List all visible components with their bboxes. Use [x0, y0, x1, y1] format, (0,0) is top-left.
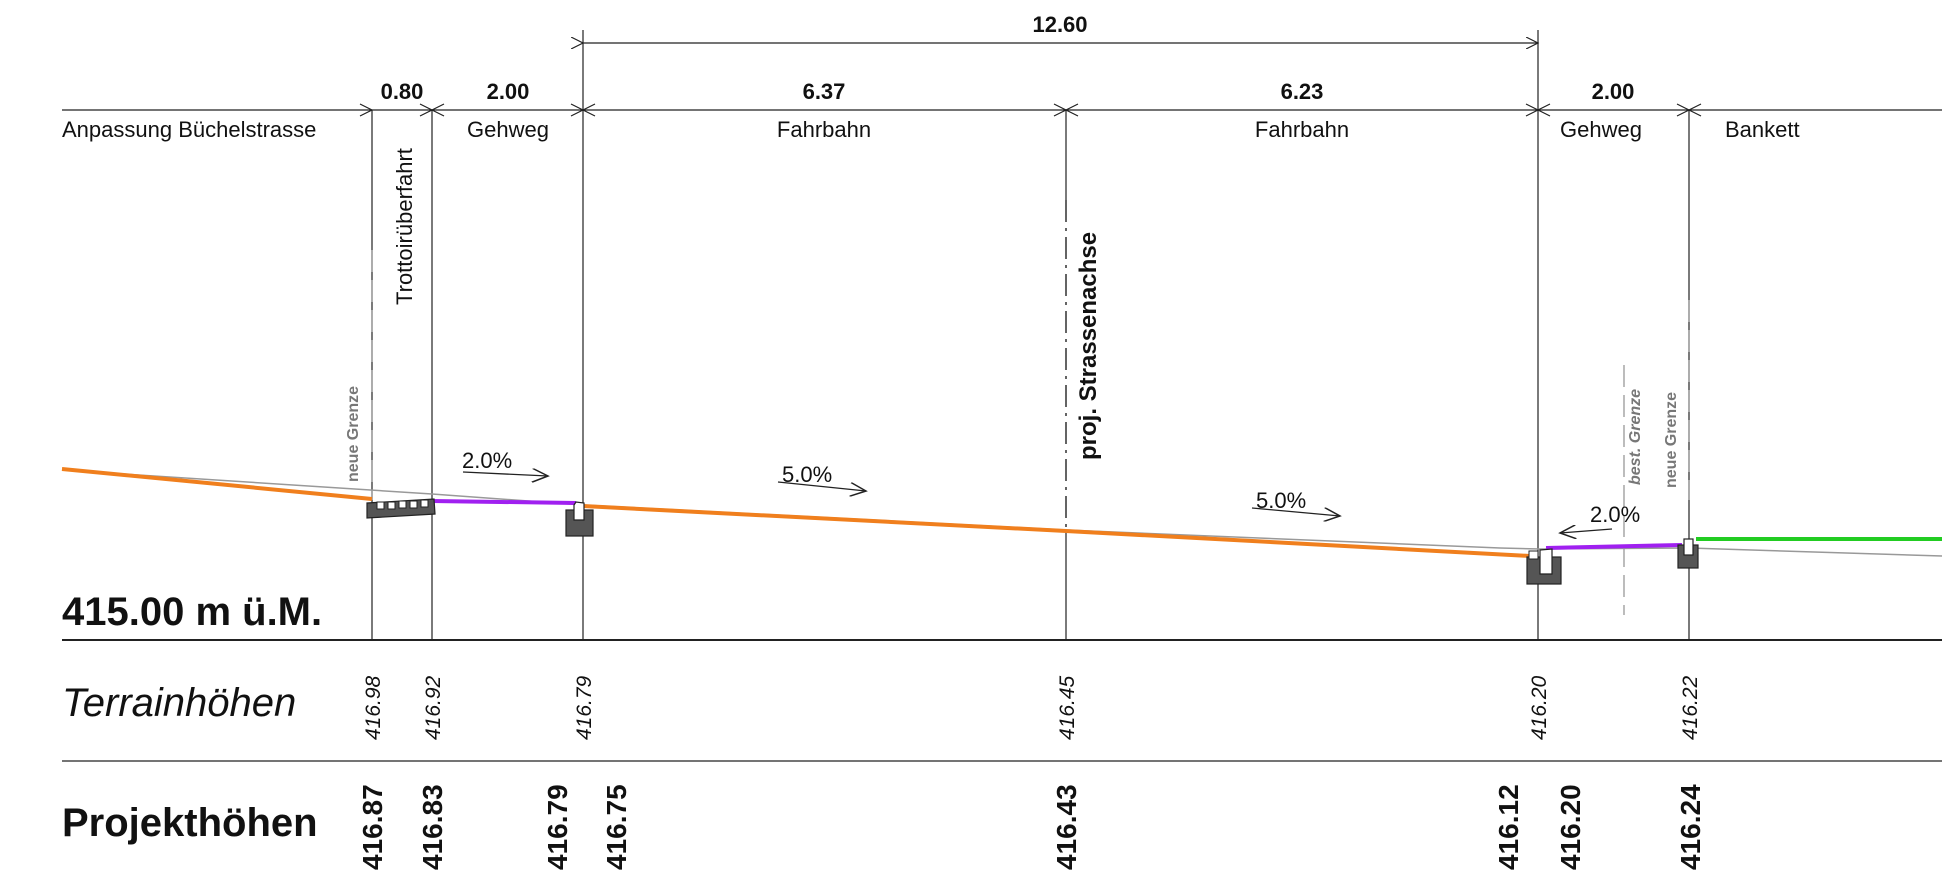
road-axis: proj. Strassenachse	[1065, 110, 1102, 640]
sidewalk-right	[1545, 543, 1683, 550]
slope-indicators: 2.0% 5.0% 5.0% 2.0%	[462, 448, 1640, 533]
dimension-trottoir: 0.80	[381, 79, 424, 104]
zone-fahrbahn-left: Fahrbahn	[777, 117, 871, 142]
slope-fahrbahn-right: 5.0%	[1256, 488, 1306, 513]
curb-right-road	[1526, 548, 1562, 585]
dimension-gehweg-right: 2.00	[1592, 79, 1635, 104]
terrain-row-title: Terrainhöhen	[62, 681, 296, 725]
project-height: 416.75	[601, 784, 632, 870]
zone-anpassung: Anpassung Büchelstrasse	[62, 117, 316, 142]
terrain-height: 416.98	[362, 675, 385, 740]
curb-elements	[366, 498, 1699, 585]
project-height: 416.20	[1555, 784, 1586, 870]
road-surface	[582, 504, 1531, 558]
dimension-gehweg-left: 2.00	[487, 79, 530, 104]
zone-labels: Anpassung Büchelstrasse Trottoirüberfahr…	[62, 117, 1800, 305]
dimension-fahrbahn-right: 6.23	[1281, 79, 1324, 104]
grenze-left-new: neue Grenze	[345, 386, 362, 482]
project-heights: 416.87 416.83 416.79 416.75 416.43 416.1…	[357, 784, 1706, 870]
dimension-fahrbahn-left: 6.37	[803, 79, 846, 104]
grenze-right-new: neue Grenze	[1663, 392, 1680, 488]
reference-level: 415.00 m ü.M.	[62, 590, 322, 634]
slope-gehweg-left: 2.0%	[462, 448, 512, 473]
sidewalk-left	[431, 499, 577, 505]
zone-gehweg-left: Gehweg	[467, 117, 549, 142]
terrain-height: 416.92	[422, 675, 445, 740]
terrain-heights: 416.98 416.92 416.79 416.45 416.20 416.2…	[362, 675, 1702, 740]
zone-bankett: Bankett	[1725, 117, 1800, 142]
boundary-lines: neue Grenze best. Grenze neue Grenze	[345, 250, 1690, 615]
road-axis-label: proj. Strassenachse	[1075, 232, 1102, 460]
zone-gehweg-right: Gehweg	[1560, 117, 1642, 142]
anpassung-surface	[61, 467, 373, 501]
project-height: 416.83	[417, 784, 448, 870]
station-lines	[371, 110, 1690, 640]
cross-section-surface	[61, 467, 1943, 558]
project-height: 416.87	[357, 784, 388, 870]
existing-terrain-line	[61, 469, 1943, 557]
terrain-height: 416.22	[1679, 675, 1702, 740]
overall-dimension: 12.60	[583, 12, 1538, 110]
slope-fahrbahn-left: 5.0%	[782, 462, 832, 487]
project-height: 416.12	[1493, 784, 1524, 870]
zone-trottoir: Trottoirüberfahrt	[392, 148, 417, 305]
slope-gehweg-right: 2.0%	[1590, 502, 1640, 527]
curb-right-bankett	[1677, 538, 1699, 569]
zone-fahrbahn-right: Fahrbahn	[1255, 117, 1349, 142]
project-row-title: Projekthöhen	[62, 801, 318, 845]
overall-dimension-label: 12.60	[1032, 12, 1087, 37]
segment-dimension-chain: 0.80 2.00 6.37 6.23 2.00	[62, 79, 1942, 117]
curb-left	[565, 501, 594, 537]
terrain-height: 416.20	[1528, 675, 1551, 740]
terrain-height: 416.79	[573, 675, 596, 740]
project-height: 416.79	[542, 784, 573, 870]
project-height: 416.24	[1675, 784, 1706, 870]
ramp-curb	[366, 498, 436, 519]
grenze-right-existing: best. Grenze	[1627, 389, 1644, 485]
terrain-height: 416.45	[1056, 675, 1079, 740]
project-height: 416.43	[1051, 784, 1082, 870]
